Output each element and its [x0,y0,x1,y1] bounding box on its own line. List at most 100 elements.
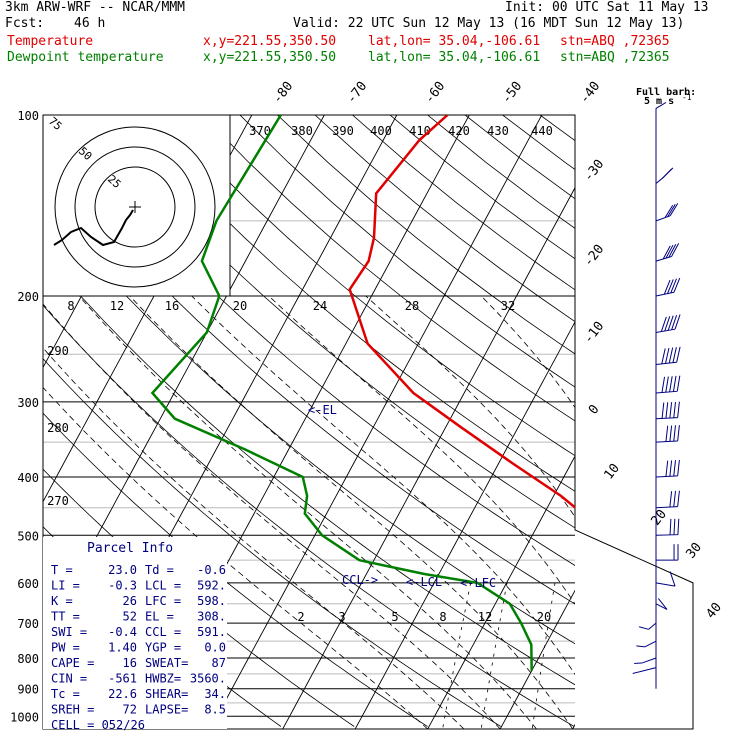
parcel-param-name: Td = [145,563,174,577]
isotherm-line [427,455,575,729]
hodo-speed-label: 24 [313,299,327,313]
parcel-param-name: T = [51,563,73,577]
wind-barb-flag [662,245,671,260]
temperature-legend: Temperature [7,34,94,49]
wind-barb-shaft [655,475,678,478]
wind-barb-flag [669,402,673,419]
wind-barb [655,598,668,610]
dry-adiabat-line [539,115,575,142]
mixing-ratio-label: 3 [338,610,345,624]
parcel-param-value: 3560. [190,672,226,686]
wind-barb-shaft [655,603,668,610]
wind-barb [655,459,680,478]
isotherm-label: -10 [581,319,607,347]
parcel-param-value: 592. [197,579,226,593]
wind-barb-flag [661,348,666,364]
isotherm-label: -30 [581,157,607,185]
pressure-tick-label: 700 [17,617,39,631]
wind-barb-flag [671,314,678,330]
lat-lon: lat,lon= 35.04,-106.61 [368,34,541,49]
hodo-speed-label: 12 [110,299,124,313]
pressure-tick-label: 300 [17,396,39,410]
dry-adiabat-line [615,115,740,727]
theta-label: 430 [487,124,509,138]
wind-barb [655,243,680,262]
wind-barb-shaft [639,667,657,673]
mixing-ratio-line [627,583,644,729]
wind-barb-shaft [655,582,676,587]
mixing-ratio-label: 2 [297,610,304,624]
mixing-ratio-label: 20 [537,610,551,624]
parcel-param-name: SWEAT= [145,656,188,670]
wind-barb-flag [667,315,674,331]
dry-adiabat-line [352,115,575,291]
dry-adiabat-line [464,115,575,200]
isotherm-label: -70 [344,79,370,107]
parcel-param-value: 72 [123,703,137,717]
dewpoint-legend: Dewpoint temperature [7,50,164,65]
isotherm-label: 30 [684,540,705,562]
wind-barb [655,203,679,222]
theta-label: 380 [291,124,313,138]
wind-legend-line2: 5 m s [644,96,674,107]
wind-barb [655,401,680,420]
xy-coordinates-2: x,y=221.55,350.50 [203,50,337,65]
parcel-param-name: Tc = [51,687,80,701]
parcel-info-panel [43,537,227,729]
parcel-param-name: LCL = [145,579,181,593]
wind-barb [632,667,657,674]
parcel-cell-text: CELL = 052/26 [51,718,145,732]
wind-barb [655,277,681,297]
hodo-speed-label: 32 [501,299,515,313]
parcel-param-value: -0.6 [197,563,226,577]
parcel-param-value: 308. [197,610,226,624]
dry-adiabat-line [51,115,575,566]
parcel-param-name: LI = [51,579,80,593]
moist-adiabat-line [595,296,740,729]
temperature-trace [348,115,575,510]
moist-adiabat-line [43,347,465,729]
wind-barb-flag [665,347,670,364]
wind-barb [655,518,680,536]
wind-barb [655,571,676,587]
wind-barb-flag [668,347,674,364]
wind-barb-shaft [655,506,678,509]
wind-barb [655,167,674,184]
lat-lon-2: lat,lon= 35.04,-106.61 [368,50,541,65]
wind-barb-flag [669,425,673,442]
wind-barb [655,425,680,443]
dry-adiabat-line [502,115,575,170]
isotherm-label: 10 [602,461,623,483]
dry-adiabat-line [43,252,575,686]
wind-barb-flag [671,243,680,257]
pressure-tick-label: 200 [17,290,39,304]
forecast-label: Fcst: [5,16,45,31]
wind-barb-flag [673,460,676,477]
wind-barb-flag [665,244,674,259]
moist-adiabat-line [43,386,428,729]
wind-barb-flag [677,518,680,535]
wind-barb-flag [672,375,677,392]
wind-barb-flag [655,101,667,109]
isotherm-line [209,115,543,729]
theta-label: 370 [249,124,271,138]
parcel-param-name: LAPSE= [145,703,188,717]
parcel-param-value: 87 [212,656,226,670]
parcel-param-name: K = [51,594,73,608]
parcel-param-value: 52 [123,610,137,624]
theta-side-label: 280 [47,421,69,435]
wind-barb [636,640,657,648]
wind-barb-flag [670,278,677,294]
theta-label: 420 [448,124,470,138]
hodo-speed-label: 8 [67,299,74,313]
wind-barb [655,101,667,115]
parcel-param-name: SWI = [51,625,87,639]
mixing-ratio-line [442,582,472,729]
wind-barb-flag [676,346,681,363]
mixing-ratio-label: 8 [439,610,446,624]
moist-adiabat-line [480,295,575,409]
isotherm-label: -50 [499,79,525,107]
wind-barb-shaft [655,440,678,443]
parcel-param-value: 34. [204,687,226,701]
parcel-param-value: 1.40 [108,641,137,655]
